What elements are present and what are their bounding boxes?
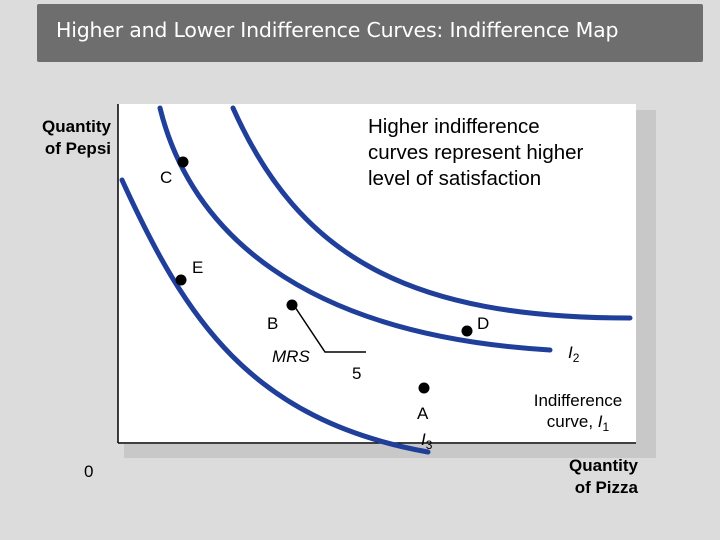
curve-i3-label: I3 xyxy=(421,430,432,452)
x-axis-label-line-2: of Pizza xyxy=(574,478,638,497)
curve-i1-prefix: Indifference xyxy=(533,391,623,410)
point-e-label: E xyxy=(192,258,204,277)
curve-i1-label: Indifference curve, I1 xyxy=(520,390,636,438)
point-b xyxy=(286,299,298,311)
point-a-label: A xyxy=(417,404,429,423)
point-e xyxy=(175,274,187,286)
indifference-curve-i3 xyxy=(119,177,431,455)
curve-i1-sub: 1 xyxy=(602,420,610,434)
y-axis-label-line-2: of Pepsi xyxy=(44,139,111,158)
indifference-curve-i2 xyxy=(157,105,553,353)
curve-i2-label: I2 xyxy=(568,343,579,365)
mrs-triangle xyxy=(292,303,366,353)
point-b-label: B xyxy=(267,314,279,333)
curve-i2-sub: 2 xyxy=(572,351,580,365)
annotation-line-2: curves represent higher xyxy=(368,141,584,164)
x-axis-label: Quantity of Pizza xyxy=(548,455,638,499)
annotation-note: Higher indifference curves represent hig… xyxy=(368,114,583,192)
point-d xyxy=(461,325,473,337)
curve-i1-line-2: curve, I1 xyxy=(520,411,636,438)
origin-label: 0 xyxy=(84,462,94,481)
point-a xyxy=(418,382,430,394)
point-c xyxy=(177,156,189,168)
x-axis-label-line-1: Quantity xyxy=(569,456,638,475)
curve-i3-letter: I xyxy=(421,430,426,449)
annotation-line-3: level of satisfaction xyxy=(368,167,542,190)
point-c-label: C xyxy=(160,168,173,187)
curve-i1-text: curve, xyxy=(546,412,598,431)
slope-run-label: 5 xyxy=(352,364,362,383)
diagram-title: Higher and Lower Indifference Curves: In… xyxy=(56,18,619,42)
indifference-curve-i1 xyxy=(230,105,633,321)
curve-i1-letter: I xyxy=(597,412,603,431)
mrs-label: MRS xyxy=(272,347,310,366)
title-bar xyxy=(37,4,703,62)
y-axis-label-line-1: Quantity xyxy=(42,117,111,136)
curve-i2-letter: I xyxy=(568,343,573,362)
plot-panel xyxy=(118,104,636,444)
y-axis-label: Quantity of Pepsi xyxy=(27,116,111,160)
curve-i3-sub: 3 xyxy=(425,438,433,452)
point-d-label: D xyxy=(477,314,490,333)
annotation-line-1: Higher indifference xyxy=(368,115,540,138)
